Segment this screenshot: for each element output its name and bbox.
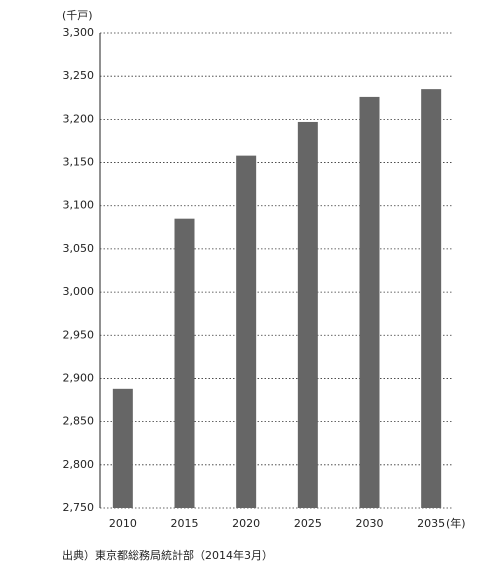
y-tick-label: 2,950	[63, 328, 95, 341]
x-unit: (年)	[446, 516, 466, 530]
bar	[112, 388, 133, 508]
y-tick-label: 3,000	[63, 285, 95, 298]
y-unit: (千戸)	[62, 9, 93, 22]
bar	[421, 89, 442, 509]
y-tick-label: 2,750	[63, 501, 95, 514]
y-tick-label: 3,150	[63, 156, 95, 169]
bar	[359, 96, 380, 508]
y-tick-label: 3,100	[63, 199, 95, 212]
bar	[174, 218, 195, 508]
y-tick-label: 2,850	[63, 415, 95, 428]
x-tick-label: 2030	[356, 517, 384, 530]
y-tick-label: 3,050	[63, 242, 95, 255]
y-tick-label: 2,900	[63, 371, 95, 384]
y-tick-label: 3,300	[63, 26, 95, 39]
source: 出典）東京都総務局統計部（2014年3月）	[62, 548, 273, 562]
y-tick-label: 3,200	[63, 112, 95, 125]
y-tick-label: 2,800	[63, 458, 95, 471]
bar	[236, 155, 257, 509]
x-tick-label: 2010	[109, 517, 137, 530]
y-tick-label: 3,250	[63, 69, 95, 82]
bar	[297, 121, 318, 509]
x-tick-label: 2020	[232, 517, 260, 530]
x-tick-label: 2035	[417, 517, 445, 530]
x-tick-label: 2025	[294, 517, 322, 530]
x-tick-label: 2015	[171, 517, 199, 530]
